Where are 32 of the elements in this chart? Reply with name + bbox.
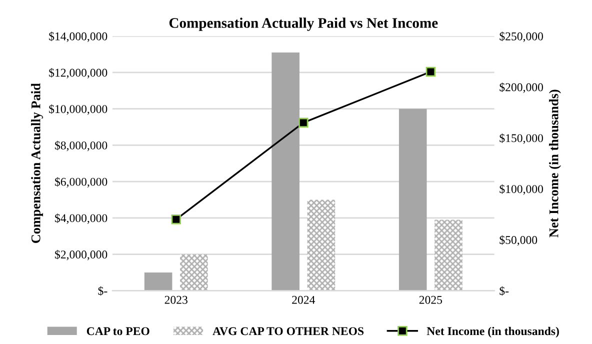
bar: [180, 254, 208, 291]
y-tick-label: $6,000,000: [55, 177, 108, 188]
point: [171, 214, 181, 224]
bar: [144, 272, 172, 291]
bar: [434, 220, 462, 291]
y-axis-title: Compensation Actually Paid: [31, 83, 44, 244]
bar: [272, 52, 300, 291]
y-tick-label: $14,000,000: [49, 32, 108, 42]
y-tick-label: $12,000,000: [49, 68, 108, 78]
x-tick-label: 2024: [292, 296, 316, 304]
y-tick-label: $4,000,000: [55, 213, 108, 224]
point: [426, 66, 436, 77]
y2-tick-label: $200,000: [500, 82, 543, 93]
y2-tick-label: $250,000: [500, 32, 543, 42]
y2-tick-label: $100,000: [500, 184, 543, 195]
y-tick-label: $8,000,000: [55, 140, 108, 152]
bar: [398, 108, 427, 291]
x-tick-label: 2023: [164, 296, 188, 304]
x-tick-label: 2025: [419, 296, 442, 304]
y2-axis-title: Net Income (in thousands): [549, 90, 561, 238]
y-tick-label: $2,000,000: [55, 250, 108, 260]
legend-label: AVG CAP TO OTHER NEOS: [212, 327, 364, 336]
y-tick-label: $10,000,000: [49, 104, 108, 115]
legend-label: CAP to PEO: [86, 327, 150, 336]
y2-tick-label: $150,000: [500, 133, 543, 144]
y-tick-label: $-: [98, 286, 108, 296]
legend-label: Net Income (in thousands): [426, 326, 559, 338]
point: [298, 118, 308, 128]
bar: [307, 200, 336, 291]
chart-title: Compensation Actually Paid vs Net Income: [169, 18, 438, 31]
y2-tick-label: $-: [500, 286, 509, 296]
y2-tick-label: $50,000: [500, 235, 538, 246]
